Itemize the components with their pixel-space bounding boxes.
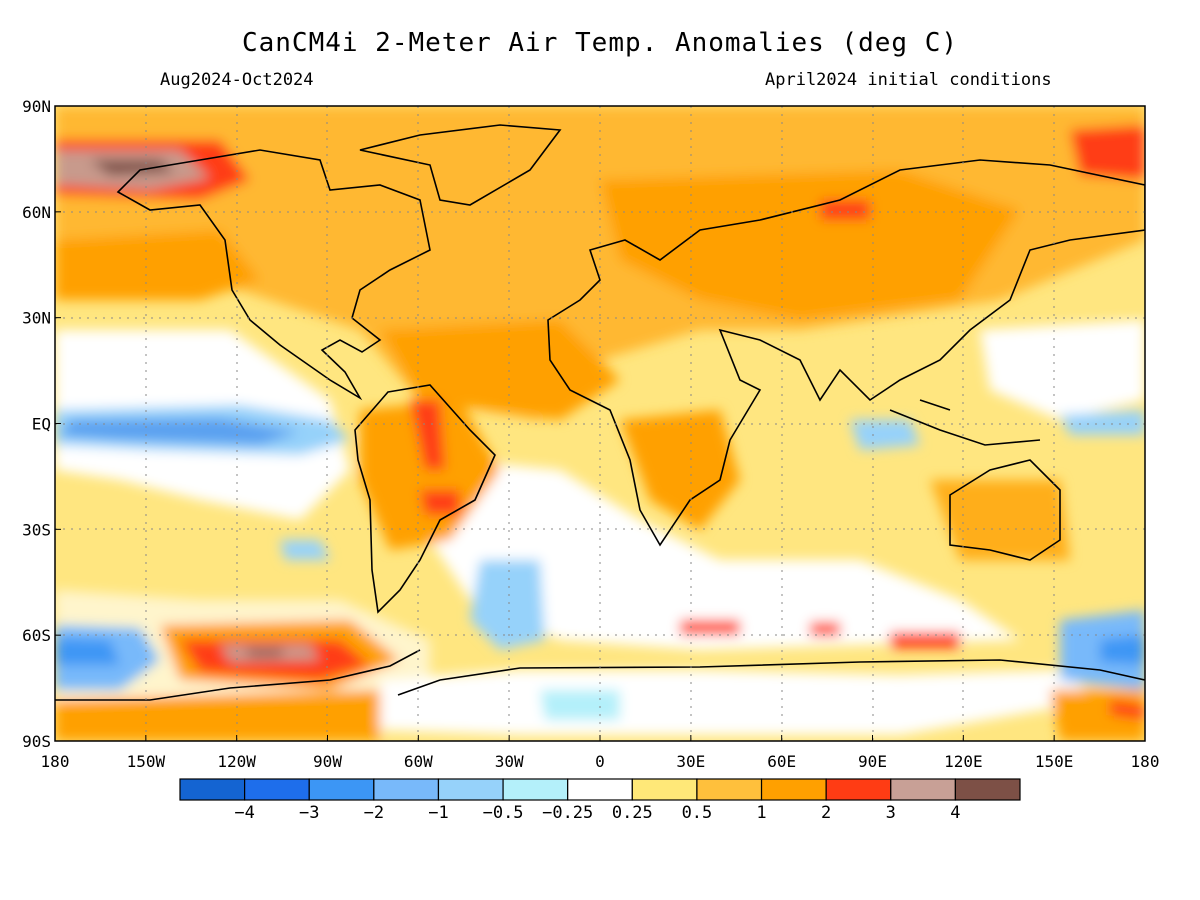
- lat-axis: 90N 60N 30N EQ 30S 60S 90S: [22, 97, 61, 751]
- forecast-period: Aug2024-Oct2024: [160, 70, 314, 90]
- anomaly-patch: [930, 480, 1070, 560]
- lon-axis: 180 150W 120W 90W 60W 30W 0 30E 60E 90E 120E 150E 18…: [41, 735, 1160, 771]
- lat-tick-label: 90S: [22, 732, 51, 751]
- lon-tick-label: 30W: [495, 752, 524, 771]
- anomaly-patch: [280, 540, 330, 560]
- map-title: CanCM4i 2-Meter Air Temp. Anomalies (deg…: [241, 28, 959, 58]
- anomaly-patch: [1100, 635, 1145, 665]
- colorbar-swatch: [373, 778, 440, 801]
- colorbar-labels: −4 −3 −2 −1 −0.5 −0.25 0.25 0.5 1 2 3 4: [234, 803, 960, 823]
- coastlines: [55, 124, 1145, 701]
- anomaly-patch: [980, 320, 1145, 420]
- lon-tick-label: 120W: [217, 752, 256, 771]
- colorbar-swatch: [696, 778, 763, 801]
- initial-conditions: April2024 initial conditions: [765, 70, 1052, 90]
- colorbar-label: −0.5: [483, 803, 524, 823]
- lon-tick-label: 60E: [767, 752, 796, 771]
- colorbar-swatch: [502, 778, 569, 801]
- lon-tick-label: 120E: [944, 752, 983, 771]
- anomaly-patch: [55, 690, 380, 741]
- lon-tick-label: 90W: [313, 752, 342, 771]
- colorbar-swatch: [308, 778, 375, 801]
- anomaly-patch: [810, 622, 840, 636]
- colorbar-swatch: [631, 778, 698, 801]
- anomaly-patch: [1070, 125, 1145, 180]
- anomaly-patch: [820, 200, 870, 220]
- colorbar-swatch: [437, 778, 504, 801]
- anomaly-field: [55, 106, 1145, 741]
- colorbar-label: 0.5: [682, 803, 713, 823]
- coastline-greenland: [359, 124, 562, 206]
- anomaly-patch: [470, 560, 545, 650]
- colorbar-label: 3: [886, 803, 896, 823]
- lon-tick-label: 150E: [1035, 752, 1074, 771]
- colorbar-label: −1: [428, 803, 448, 823]
- colorbar-label: 4: [950, 803, 960, 823]
- lat-tick-label: 60N: [22, 203, 51, 222]
- anomaly-patch: [850, 420, 920, 450]
- anomaly-patch: [890, 632, 960, 648]
- lon-tick-label: 90E: [858, 752, 887, 771]
- anomaly-patch: [1060, 410, 1145, 435]
- coastline-africa-eurasia: [547, 159, 1145, 547]
- colorbar-swatch: [954, 778, 1021, 801]
- anomaly-patch: [55, 638, 120, 665]
- colorbar-label: 1: [756, 803, 766, 823]
- anomaly-patch: [55, 230, 260, 300]
- coastline-south-america: [354, 384, 496, 614]
- lat-tick-label: 30N: [22, 309, 51, 328]
- lat-tick-label: 60S: [22, 626, 51, 645]
- anomaly-patch: [600, 170, 1020, 320]
- lat-tick-label: 90N: [22, 97, 51, 116]
- colorbar-label: −2: [364, 803, 384, 823]
- lon-tick-label: 180: [41, 752, 70, 771]
- lon-tick-label: 60W: [404, 752, 433, 771]
- colorbar-swatch: [825, 778, 892, 801]
- colorbar-label: −3: [299, 803, 319, 823]
- anomaly-patch: [360, 400, 500, 550]
- colorbar-swatch: [244, 778, 310, 801]
- colorbar-swatch: [567, 778, 633, 801]
- colorbar-label: 0.25: [612, 803, 653, 823]
- anomaly-patch: [680, 620, 740, 635]
- lon-tick-label: 0: [595, 752, 605, 771]
- coastline-indonesia: [889, 399, 1041, 446]
- anomaly-patch: [245, 649, 285, 656]
- lat-tick-label: 30S: [22, 520, 51, 539]
- colorbar-swatch: [760, 778, 827, 801]
- anomaly-patch: [410, 400, 445, 470]
- colorbar-label: −4: [234, 803, 254, 823]
- colorbar-label: 2: [821, 803, 831, 823]
- anomaly-patch: [420, 490, 460, 515]
- colorbar-label: −0.25: [542, 803, 593, 823]
- lat-tick-label: EQ: [32, 415, 51, 434]
- coastline-north-america: [116, 149, 431, 401]
- lon-tick-label: 180: [1131, 752, 1160, 771]
- anomaly-patch: [1110, 700, 1145, 720]
- colorbar-swatch: [890, 778, 956, 801]
- anomaly-patch: [620, 410, 740, 530]
- anomaly-patch: [60, 418, 300, 445]
- lon-tick-label: 30E: [676, 752, 705, 771]
- graticule: [55, 106, 1145, 741]
- colorbar: [179, 778, 1021, 801]
- anomaly-patch: [90, 160, 175, 175]
- colorbar-swatch: [179, 778, 246, 801]
- lon-tick-label: 150W: [127, 752, 166, 771]
- anomaly-patch: [540, 690, 620, 720]
- coastline-antarctica: [55, 649, 1145, 701]
- anomaly-patch: [380, 320, 620, 420]
